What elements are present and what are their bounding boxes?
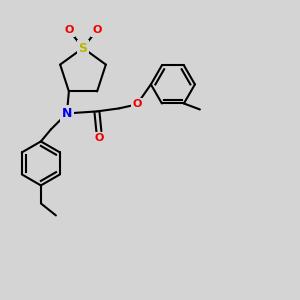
Text: O: O (132, 99, 142, 110)
Text: O: O (92, 25, 102, 35)
Text: O: O (94, 134, 104, 143)
Text: O: O (64, 25, 74, 35)
Text: S: S (79, 41, 88, 55)
Text: N: N (62, 107, 72, 120)
